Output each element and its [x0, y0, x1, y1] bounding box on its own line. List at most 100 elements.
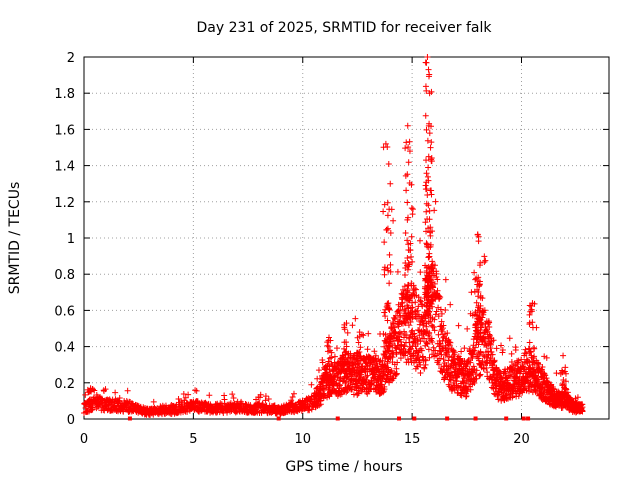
data-point — [530, 359, 537, 366]
data-point — [116, 395, 123, 402]
data-point — [384, 302, 391, 309]
data-point — [364, 346, 371, 353]
data-point — [388, 367, 395, 374]
data-point — [424, 340, 431, 347]
data-point — [529, 300, 536, 307]
data-point — [417, 361, 424, 368]
data-point — [404, 171, 411, 178]
data-point — [417, 338, 424, 345]
data-point — [468, 289, 475, 296]
data-point — [474, 330, 481, 337]
y-tick-label: 1.8 — [54, 87, 75, 102]
data-point — [340, 366, 347, 373]
data-point — [380, 389, 387, 396]
data-point — [381, 271, 388, 278]
y-tick-label: 1.6 — [54, 123, 75, 138]
data-point — [543, 354, 550, 361]
data-point — [402, 271, 409, 278]
data-point — [436, 355, 443, 362]
data-point — [193, 387, 200, 394]
data-point — [259, 400, 266, 407]
data-point — [409, 206, 416, 213]
data-point — [482, 337, 489, 344]
data-point — [467, 386, 474, 393]
data-point — [360, 332, 367, 339]
data-point — [384, 225, 391, 232]
data-point — [180, 391, 187, 398]
data-point — [424, 137, 431, 144]
data-point — [429, 228, 436, 235]
data-point — [417, 298, 424, 305]
baseline-marker — [521, 416, 526, 421]
data-point — [477, 336, 484, 343]
data-point — [387, 180, 394, 187]
data-point — [425, 346, 432, 353]
data-point — [381, 309, 388, 316]
data-point — [344, 329, 351, 336]
data-point — [90, 396, 97, 403]
data-point — [405, 313, 412, 320]
data-point — [428, 187, 435, 194]
data-point — [408, 205, 415, 212]
y-tick-label: 0.4 — [54, 341, 75, 356]
data-point — [553, 370, 560, 377]
data-point — [405, 305, 412, 312]
data-point — [426, 216, 433, 223]
y-tick-label: 0.8 — [54, 268, 75, 283]
data-point — [436, 361, 443, 368]
data-point — [326, 361, 333, 368]
plot-frame — [83, 56, 610, 420]
y-tick-label: 0.6 — [54, 304, 75, 319]
data-point — [150, 398, 157, 405]
data-point — [459, 367, 466, 374]
data-point — [353, 367, 360, 374]
data-point — [182, 394, 189, 401]
data-point — [385, 161, 392, 168]
baseline-marker — [127, 416, 132, 421]
data-point — [431, 207, 438, 214]
data-point — [417, 269, 424, 276]
data-point — [426, 207, 433, 214]
data-point — [423, 157, 430, 164]
data-point — [324, 348, 331, 355]
data-point — [229, 391, 236, 398]
data-point — [423, 340, 430, 347]
data-point — [526, 339, 533, 346]
data-point — [326, 355, 333, 362]
data-point — [426, 90, 433, 97]
data-point — [529, 367, 536, 374]
data-point — [383, 339, 390, 346]
data-point — [404, 266, 411, 273]
data-point — [506, 335, 513, 342]
data-point — [426, 354, 433, 361]
data-point — [416, 321, 423, 328]
data-point — [396, 310, 403, 317]
x-tick-label: 10 — [294, 432, 311, 447]
data-point — [381, 386, 388, 393]
baseline-marker — [276, 416, 281, 421]
data-point — [435, 313, 442, 320]
data-point — [98, 395, 105, 402]
data-point — [336, 382, 343, 389]
data-point — [435, 331, 442, 338]
y-axis-label: SRMTID / TECUs — [7, 182, 23, 295]
y-tick-label: 1.2 — [54, 196, 75, 211]
data-points — [81, 54, 586, 421]
data-point — [526, 364, 533, 371]
data-point — [431, 262, 438, 269]
data-point — [411, 333, 418, 340]
data-point — [402, 229, 409, 236]
data-point — [518, 356, 525, 363]
data-point — [423, 302, 430, 309]
data-point — [384, 265, 391, 272]
data-point — [382, 140, 389, 147]
data-point — [428, 123, 435, 130]
data-point — [451, 349, 458, 356]
data-point — [415, 326, 422, 333]
data-point — [430, 323, 437, 330]
data-point — [428, 154, 435, 161]
data-point — [515, 393, 522, 400]
data-point — [431, 327, 438, 334]
data-point — [408, 280, 415, 287]
data-point — [473, 367, 480, 374]
